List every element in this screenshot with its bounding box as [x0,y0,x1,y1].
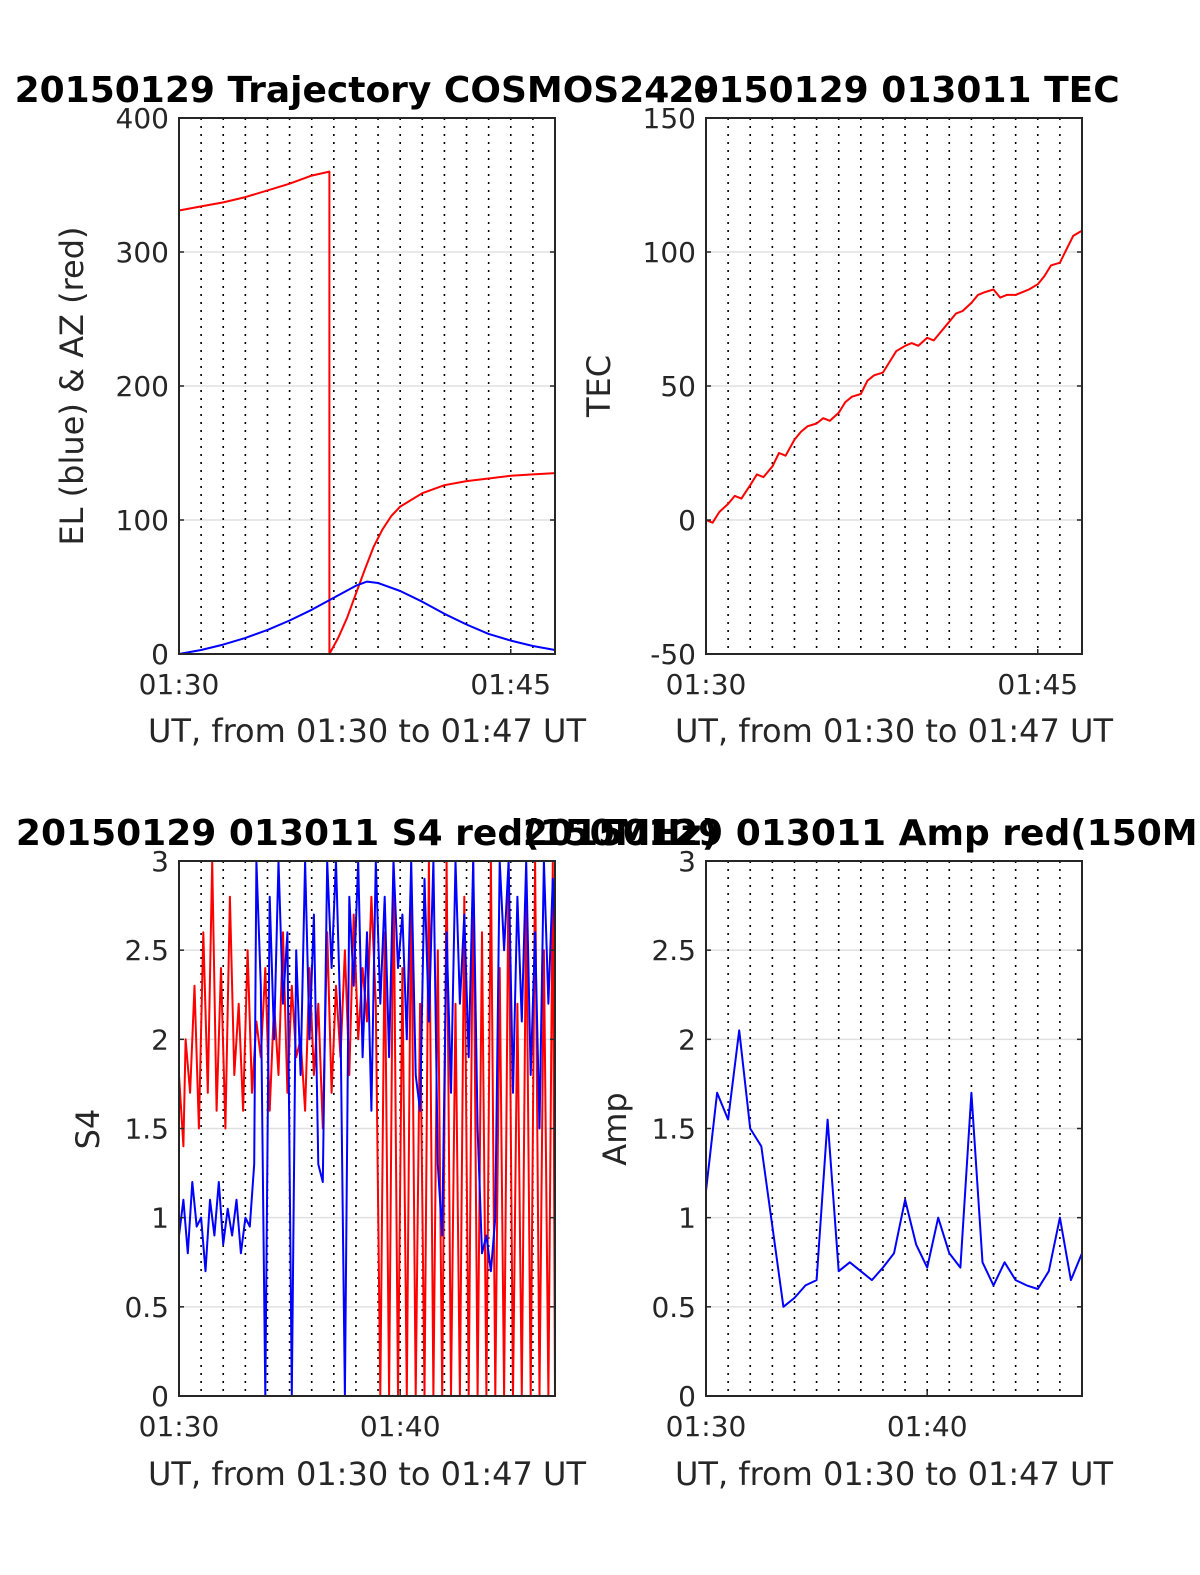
tick-marks [705,117,1082,655]
series-line-1 [178,580,556,655]
series-line-0 [705,229,1083,524]
series-line-0 [178,170,556,655]
panel-trajectory: 0 100 200 300 400 01:30 01:45 20150129 Trajec… [15,70,720,750]
tick-marks [705,860,1082,1397]
panel-tec: -50 0 50 100 150 01:30 01:45 20150129 013011 … [580,70,1120,750]
y-tick-label: 100 [116,504,169,537]
y-tick-label: 2.5 [651,934,696,967]
x-axis-label: UT, from 01:30 to 01:47 UT [675,712,1113,750]
y-axis-label: Amp [596,1092,634,1165]
x-tick-labels: 01:30 01:45 [666,668,1078,701]
y-tick-label: 0 [678,504,696,537]
series-line-0 [705,1029,1083,1308]
y-axis-label: EL (blue) & AZ (red) [53,226,91,545]
y-tick-label: 0.5 [651,1291,696,1324]
x-tick-label: 01:30 [139,668,220,701]
y-tick-label: 300 [116,236,169,269]
y-tick-label: 1 [678,1202,696,1235]
x-tick-label: 01:30 [666,668,747,701]
x-axis-label: UT, from 01:30 to 01:47 UT [148,712,586,750]
chart-title: 20150129 013011 S4 red(150MHz) [16,813,718,854]
x-tick-labels: 01:30 01:45 [139,668,551,701]
x-tick-label: 01:40 [887,1410,968,1443]
y-tick-label: 0 [151,1380,169,1413]
y-tick-label: 200 [116,370,169,403]
y-tick-label: 1.5 [651,1113,696,1146]
vertical-grid [200,118,534,654]
y-tick-label: 2 [678,1023,696,1056]
tick-marks [178,860,555,1397]
y-tick-label: 2.5 [124,934,169,967]
y-tick-label: 1.5 [124,1113,169,1146]
y-tick-label: 3 [678,845,696,878]
y-tick-label: 1 [151,1202,169,1235]
panel-amp: 0 0.5 1 1.5 2 2.5 3 01:30 01:40 20150129 013011… [523,813,1200,1493]
panel-s4: 0 0.5 1 1.5 2 2.5 3 01:30 01:40 20150129 013011… [16,813,718,1493]
data-lines [178,170,556,655]
y-tick-label: 150 [643,102,696,135]
tick-marks [178,117,555,655]
x-tick-label: 01:40 [360,1410,441,1443]
y-tick-label: 100 [643,236,696,269]
x-axis-label: UT, from 01:30 to 01:47 UT [675,1455,1113,1493]
x-tick-labels: 01:30 01:40 [139,1410,441,1443]
y-tick-labels: 0 100 200 300 400 [116,102,169,671]
data-lines [705,1029,1083,1308]
x-tick-labels: 01:30 01:40 [666,1410,968,1443]
chart-title: 20150129 Trajectory COSMOS2429 [15,70,720,111]
x-axis-label: UT, from 01:30 to 01:47 UT [148,1455,586,1493]
y-axis-label: TEC [580,355,618,418]
data-lines [178,860,556,1397]
y-tick-label: 50 [660,370,696,403]
y-tick-label: 0 [678,1380,696,1413]
chart-title: 20150129 013011 Amp red(150MHz) [523,813,1200,854]
y-tick-label: 0.5 [124,1291,169,1324]
series-line-0 [178,860,556,1397]
y-tick-labels: 0 0.5 1 1.5 2 2.5 3 [651,845,696,1413]
vertical-grid [727,118,1061,654]
y-tick-label: 0 [151,638,169,671]
y-axis-label: S4 [69,1109,107,1150]
x-tick-label: 01:45 [997,668,1078,701]
vertical-grid [727,861,1061,1396]
x-tick-label: 01:45 [470,668,551,701]
y-tick-labels: -50 0 50 100 150 [643,102,696,671]
y-tick-label: 400 [116,102,169,135]
x-tick-label: 01:30 [666,1410,747,1443]
x-tick-label: 01:30 [139,1410,220,1443]
y-tick-labels: 0 0.5 1 1.5 2 2.5 3 [124,845,169,1413]
y-tick-label: 3 [151,845,169,878]
y-tick-label: -50 [650,638,696,671]
series-line-1 [178,860,556,1397]
data-lines [705,229,1083,524]
y-tick-label: 2 [151,1023,169,1056]
chart-title: 20150129 013011 TEC [668,70,1119,111]
